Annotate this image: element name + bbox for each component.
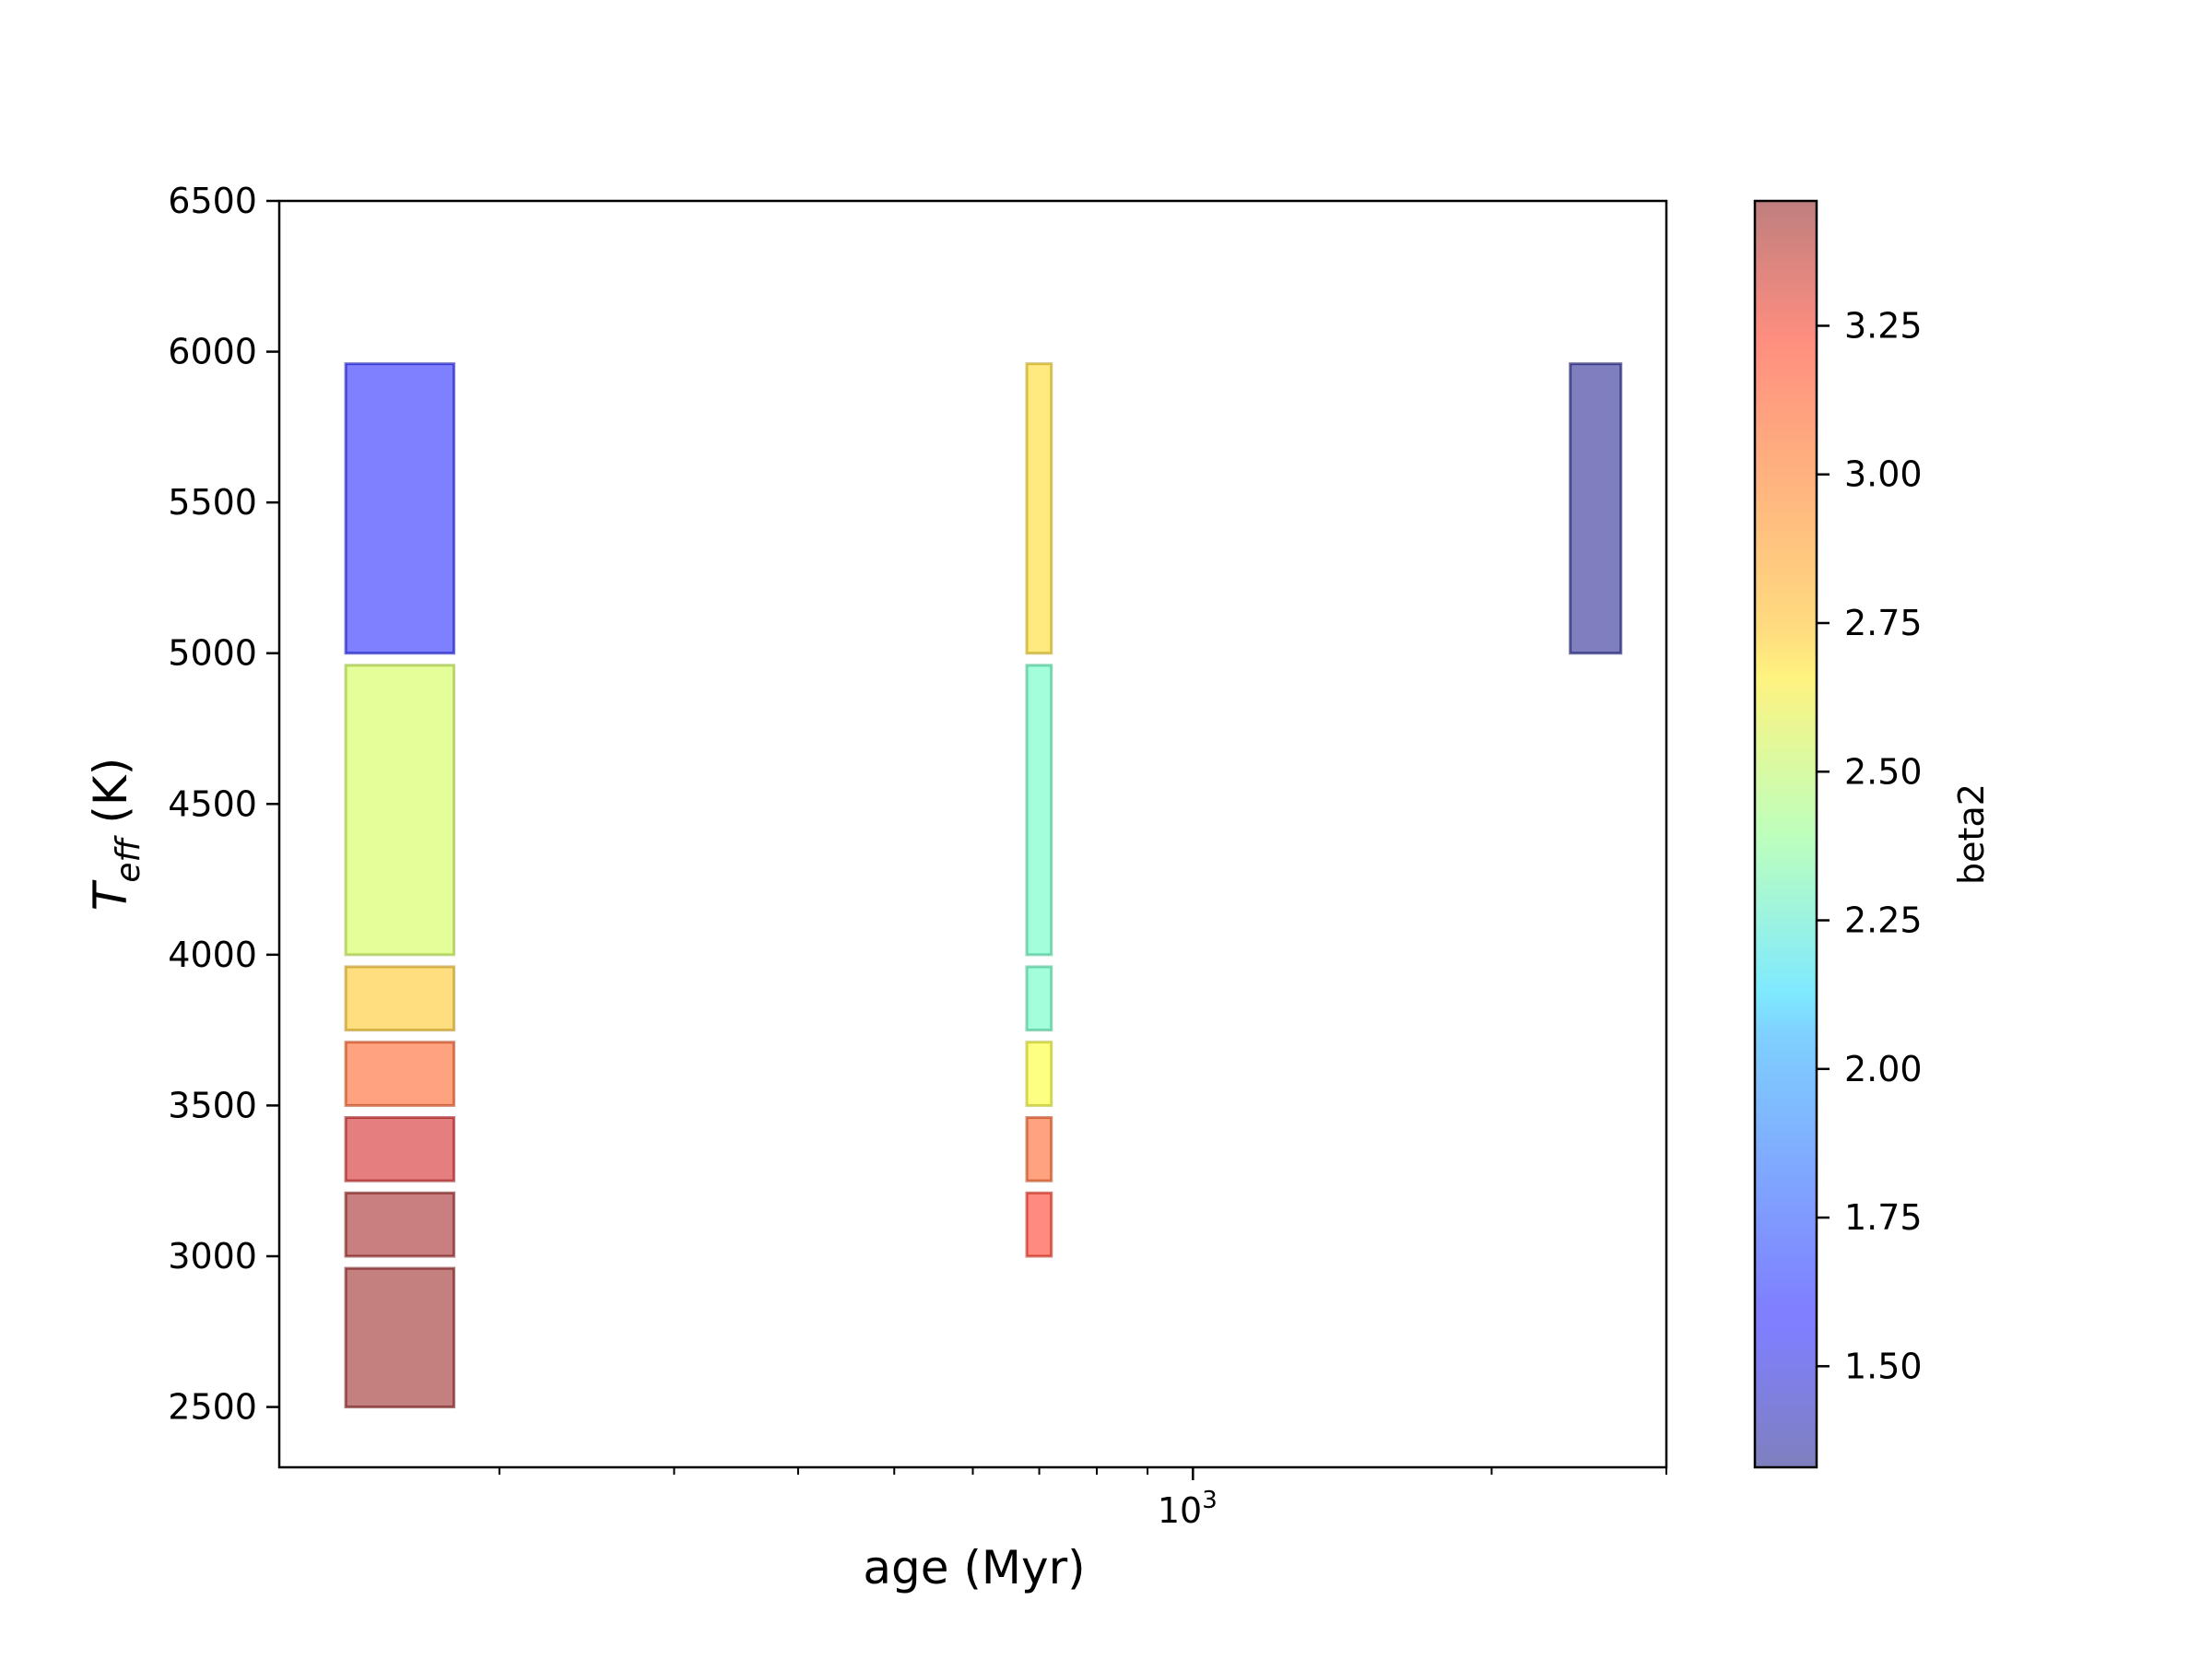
colorbar-tick-label: 1.75 (1844, 1197, 1923, 1238)
teff-bin-s0-b5 (344, 1191, 456, 1258)
y-tick-label: 2500 (168, 1387, 257, 1428)
axes-frame (277, 199, 1668, 1469)
y-axis-label-main: T (84, 879, 137, 911)
colorbar-label: beta2 (1951, 783, 1992, 885)
x-axis-label: age (Myr) (863, 1541, 1085, 1594)
colorbar-ticks: 1.50 1.75 2.00 2.25 2.50 2.75 3.00 3.25 (1817, 305, 1923, 1386)
y-axis-label-sub: eff (110, 835, 147, 883)
teff-bin-s1-b2 (1025, 965, 1053, 1032)
colorbar-tick-label: 2.50 (1844, 751, 1923, 792)
colorbar-tick-label: 3.25 (1844, 305, 1923, 346)
colorbar-tick-label: 3.00 (1844, 454, 1923, 495)
teff-bin-s1-b1 (1025, 664, 1053, 957)
plot-area (277, 199, 1668, 1469)
teff-bin-s0-b0 (344, 362, 456, 655)
teff-bin-s1-b5 (1025, 1191, 1053, 1258)
colorbar-frame (1753, 199, 1818, 1469)
teff-bin-s0-b2 (344, 965, 456, 1032)
y-tick-label: 3000 (168, 1236, 257, 1277)
colorbar-tick-label: 2.00 (1844, 1049, 1923, 1089)
y-tick-label: 5500 (168, 482, 257, 523)
x-axis: 103 (498, 1467, 1667, 1531)
y-tick-label: 6000 (168, 332, 257, 372)
y-tick-label: 4500 (168, 783, 257, 824)
bars-group (344, 362, 1623, 1409)
y-tick-label: 6500 (168, 181, 257, 221)
y-tick-label: 5000 (168, 633, 257, 674)
colorbar-tick-label: 2.75 (1844, 603, 1923, 643)
colorbar: 1.50 1.75 2.00 2.25 2.50 2.75 3.00 3.25 beta2 (1753, 199, 1992, 1469)
teff-bin-s1-b3 (1025, 1041, 1053, 1107)
colorbar-fill (1755, 201, 1817, 1467)
teff-bin-s1-b4 (1025, 1116, 1053, 1182)
teff-bin-s0-b3 (344, 1041, 456, 1107)
teff-bin-s2-b0 (1569, 362, 1623, 655)
y-tick-label: 4000 (168, 935, 257, 975)
y-tick-label: 3500 (168, 1085, 257, 1125)
teff-bin-s0-b1 (344, 664, 456, 957)
y-axis-label-unit: (K) (84, 758, 137, 839)
colorbar-tick-label: 1.50 (1844, 1346, 1923, 1386)
teff-bin-s1-b0 (1025, 362, 1053, 655)
teff-bin-s0-b6 (344, 1266, 456, 1409)
y-axis-label: Teff (K) (84, 758, 147, 911)
colorbar-tick-label: 2.25 (1844, 900, 1923, 941)
y-axis: 2500 3000 3500 4000 4500 5000 5500 6000 6500 (168, 181, 279, 1428)
teff-bin-s0-b4 (344, 1116, 456, 1182)
x-tick-label: 103 (1158, 1487, 1218, 1531)
